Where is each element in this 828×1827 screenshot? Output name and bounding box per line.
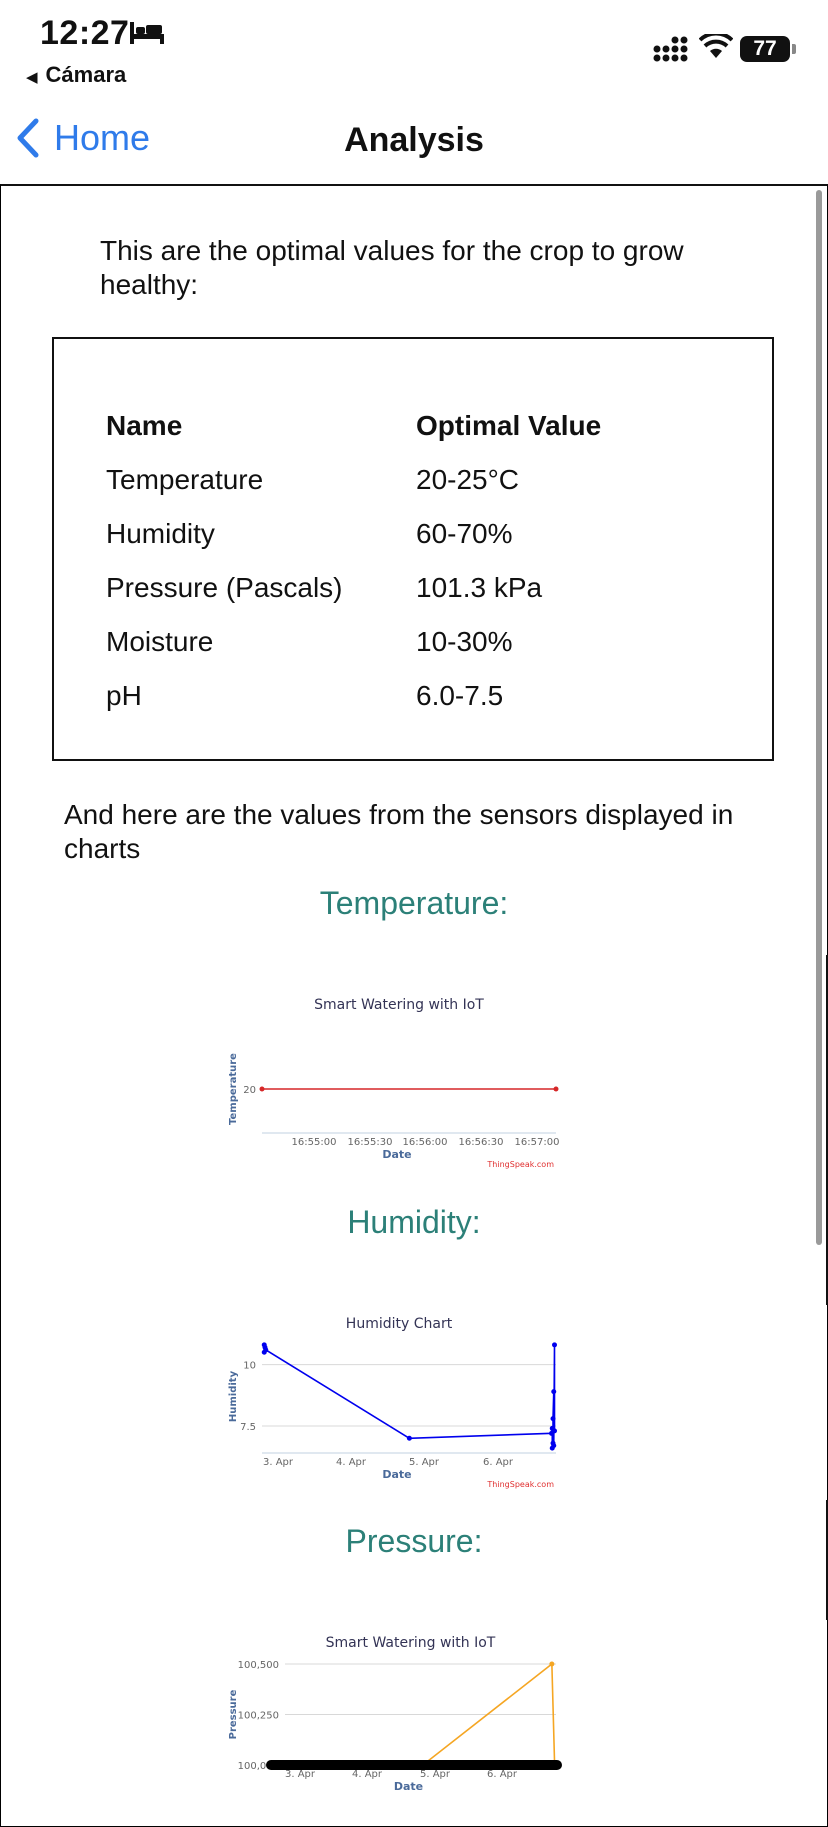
- navigation-bar: Home Analysis: [0, 95, 828, 185]
- scrollbar[interactable]: [816, 190, 822, 1245]
- cell-value: 6.0-7.5: [416, 680, 504, 711]
- frame-edge: [826, 1500, 828, 1620]
- home-back-button[interactable]: Home: [16, 117, 150, 159]
- column-header: Optimal Value: [416, 410, 602, 441]
- table-row: Humidity 60-70%: [106, 507, 601, 561]
- back-to-app-link[interactable]: ◀ Cámara: [26, 62, 127, 87]
- status-time: 12:27: [40, 14, 130, 52]
- back-triangle-icon: ◀: [26, 69, 38, 86]
- cell-value: 60-70%: [416, 518, 513, 549]
- table-row: Pressure (Pascals) 101.3 kPa: [106, 561, 601, 615]
- table-header-row: Name Optimal Value: [106, 399, 601, 453]
- intro-text: This are the optimal values for the crop…: [100, 235, 684, 300]
- cell-name: Temperature: [106, 464, 264, 495]
- section-title-humidity: Humidity:: [347, 1204, 481, 1240]
- section-title-pressure: Pressure:: [345, 1523, 483, 1559]
- table-row: Temperature 20-25°C: [106, 453, 601, 507]
- cell-value: 10-30%: [416, 626, 513, 657]
- table-row: Moisture 10-30%: [106, 615, 601, 669]
- wifi-icon: [699, 34, 733, 58]
- page-title: Analysis: [344, 121, 484, 159]
- battery-icon: 77: [740, 36, 790, 62]
- home-indicator[interactable]: [266, 1760, 562, 1770]
- optimal-values-box: Name Optimal Value Temperature 20-25°C H…: [52, 337, 774, 761]
- battery-cap: [792, 44, 796, 54]
- cell-name: pH: [106, 680, 142, 711]
- cell-name: Moisture: [106, 626, 214, 657]
- section-title-temperature: Temperature:: [319, 885, 509, 921]
- sensors-intro-text: And here are the values from the sensors…: [64, 799, 734, 864]
- column-header: Name: [106, 410, 183, 441]
- status-bar: 12:27 ◀ Cámara 77: [0, 0, 828, 95]
- table-row: pH 6.0-7.5: [106, 669, 601, 723]
- chevron-left-icon: [17, 118, 39, 158]
- cell-name: Humidity: [106, 518, 215, 549]
- optimal-values-table: Name Optimal Value Temperature 20-25°C H…: [106, 399, 601, 723]
- cellular-signal-icon: [653, 36, 688, 62]
- cell-name: Pressure (Pascals): [106, 572, 343, 603]
- cell-value: 20-25°C: [416, 464, 520, 495]
- cell-value: 101.3 kPa: [416, 572, 543, 603]
- sleep-focus-icon: [130, 22, 164, 44]
- frame-edge: [826, 955, 828, 1305]
